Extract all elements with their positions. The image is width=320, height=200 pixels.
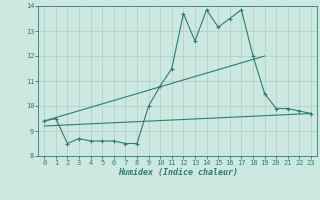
X-axis label: Humidex (Indice chaleur): Humidex (Indice chaleur) [118, 168, 238, 177]
